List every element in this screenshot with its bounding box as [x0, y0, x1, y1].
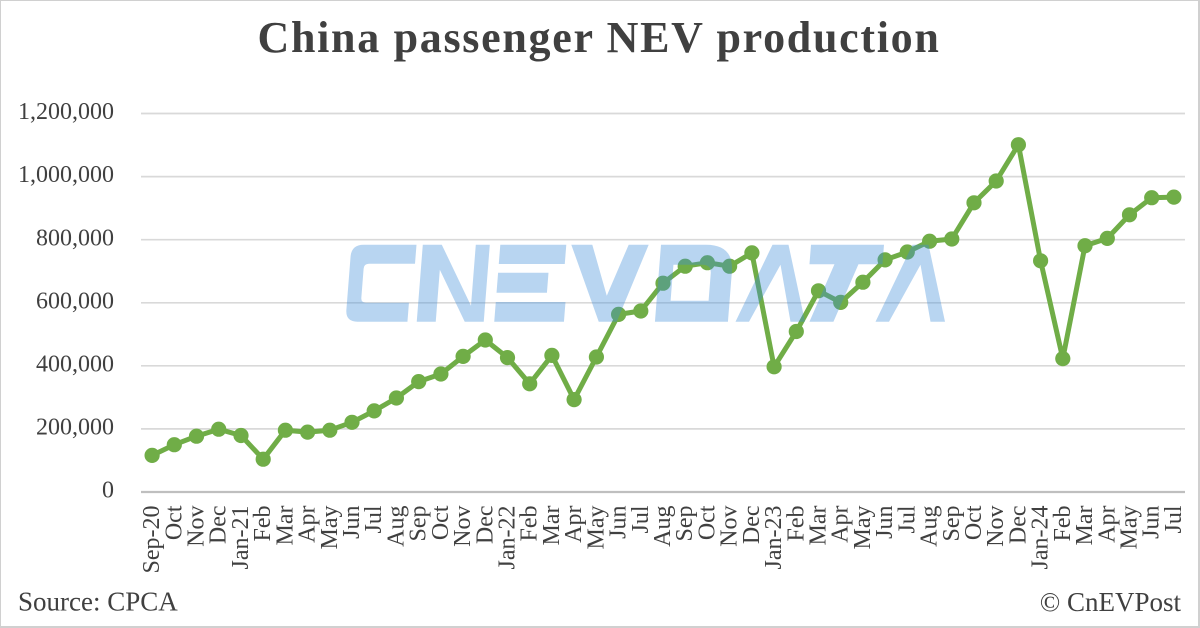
svg-text:Jan-22: Jan-22: [495, 506, 521, 570]
svg-text:Apr: Apr: [295, 505, 321, 542]
svg-text:Dec: Dec: [1005, 506, 1031, 545]
svg-text:Feb: Feb: [783, 506, 809, 542]
svg-text:Jun: Jun: [1139, 506, 1165, 539]
svg-text:Jan-21: Jan-21: [228, 506, 254, 570]
svg-text:Oct: Oct: [694, 505, 720, 540]
svg-text:Source: CPCA: Source: CPCA: [18, 587, 178, 617]
svg-text:Jul: Jul: [894, 505, 920, 533]
svg-text:May: May: [583, 506, 609, 550]
svg-text:Jan-23: Jan-23: [761, 506, 787, 570]
svg-text:1,000,000: 1,000,000: [18, 162, 114, 188]
svg-text:Apr: Apr: [1094, 505, 1120, 542]
svg-text:Mar: Mar: [539, 505, 565, 545]
svg-text:Dec: Dec: [206, 506, 232, 545]
svg-text:Feb: Feb: [250, 506, 276, 542]
svg-text:Mar: Mar: [806, 505, 832, 545]
svg-text:Jan-24: Jan-24: [1028, 506, 1054, 570]
svg-text:Aug: Aug: [917, 506, 943, 547]
svg-text:Nov: Nov: [184, 506, 210, 547]
svg-text:May: May: [850, 506, 876, 550]
svg-text:Nov: Nov: [717, 506, 743, 547]
svg-text:Mar: Mar: [1072, 505, 1098, 545]
svg-text:1,200,000: 1,200,000: [18, 99, 114, 125]
svg-text:Aug: Aug: [650, 506, 676, 547]
svg-text:400,000: 400,000: [36, 351, 114, 377]
svg-text:Feb: Feb: [517, 506, 543, 542]
svg-text:Apr: Apr: [561, 505, 587, 542]
svg-text:Jun: Jun: [606, 506, 632, 539]
svg-text:Apr: Apr: [828, 505, 854, 542]
svg-text:Sep: Sep: [406, 506, 432, 542]
svg-text:Jun: Jun: [872, 506, 898, 539]
svg-text:Oct: Oct: [161, 505, 187, 540]
svg-text:May: May: [317, 506, 343, 550]
svg-text:800,000: 800,000: [36, 225, 114, 251]
svg-text:Nov: Nov: [983, 506, 1009, 547]
svg-text:Sep: Sep: [672, 506, 698, 542]
svg-text:Jul: Jul: [1161, 505, 1187, 533]
svg-text:600,000: 600,000: [36, 288, 114, 314]
svg-text:Dec: Dec: [739, 506, 765, 545]
svg-text:Dec: Dec: [472, 506, 498, 545]
svg-text:200,000: 200,000: [36, 415, 114, 441]
svg-text:May: May: [1117, 506, 1143, 550]
svg-text:© CnEVPost: © CnEVPost: [1040, 587, 1182, 617]
svg-text:Sep-20: Sep-20: [139, 506, 165, 574]
svg-text:Jun: Jun: [339, 506, 365, 539]
svg-text:Jul: Jul: [628, 505, 654, 533]
svg-text:China passenger NEV production: China passenger NEV production: [257, 13, 940, 62]
svg-text:Jul: Jul: [361, 505, 387, 533]
svg-text:Aug: Aug: [383, 506, 409, 547]
svg-text:Oct: Oct: [428, 505, 454, 540]
svg-text:Oct: Oct: [961, 505, 987, 540]
svg-text:0: 0: [102, 478, 114, 504]
svg-text:Nov: Nov: [450, 506, 476, 547]
svg-text:Sep: Sep: [939, 506, 965, 542]
svg-text:Mar: Mar: [272, 505, 298, 545]
svg-text:Feb: Feb: [1050, 506, 1076, 542]
